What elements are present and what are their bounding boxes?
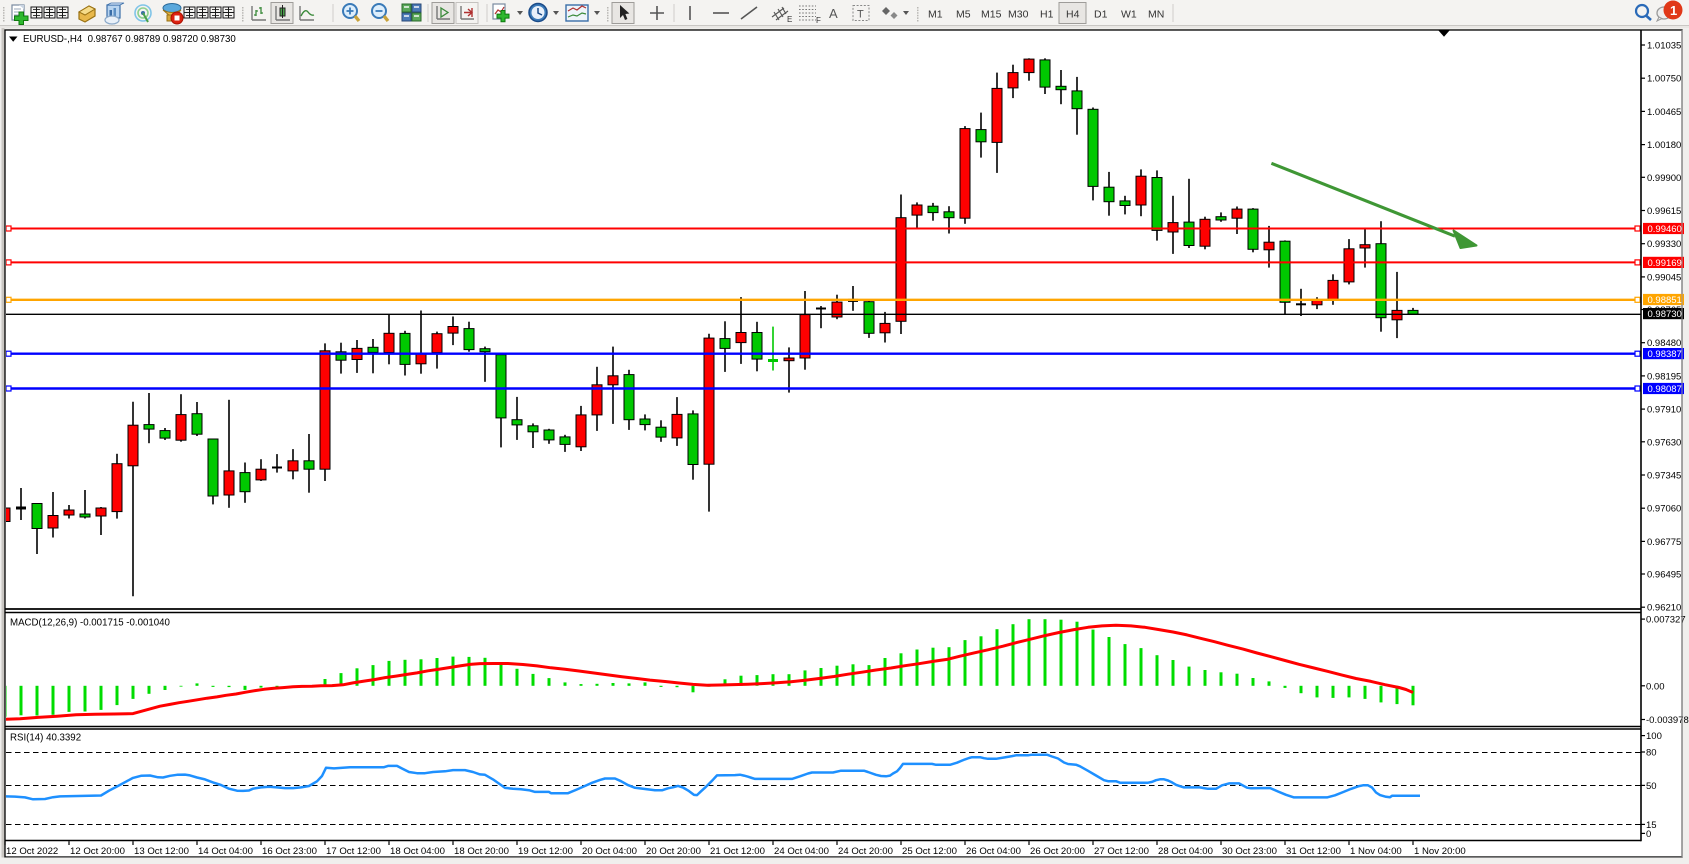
- svg-text:14 Oct 04:00: 14 Oct 04:00: [198, 846, 253, 857]
- svg-text:0.98387: 0.98387: [1648, 349, 1682, 360]
- svg-text:12 Oct 20:00: 12 Oct 20:00: [70, 846, 125, 857]
- svg-text:21 Oct 12:00: 21 Oct 12:00: [710, 846, 765, 857]
- svg-text:24 Oct 20:00: 24 Oct 20:00: [838, 846, 893, 857]
- svg-text:1.00465: 1.00465: [1647, 107, 1681, 118]
- svg-text:17 Oct 12:00: 17 Oct 12:00: [326, 846, 381, 857]
- svg-text:RSI(14) 40.3392: RSI(14) 40.3392: [10, 733, 81, 744]
- svg-text:20 Oct 04:00: 20 Oct 04:00: [582, 846, 637, 857]
- svg-text:MACD(12,26,9) -0.001715 -0.001: MACD(12,26,9) -0.001715 -0.001040: [10, 618, 171, 629]
- svg-text:1.00180: 1.00180: [1647, 140, 1681, 151]
- svg-text:25 Oct 12:00: 25 Oct 12:00: [902, 846, 957, 857]
- svg-text:0.98087: 0.98087: [1648, 384, 1682, 395]
- svg-text:0.99460: 0.99460: [1648, 224, 1682, 235]
- svg-text:0.98851: 0.98851: [1648, 295, 1682, 306]
- svg-text:19 Oct 12:00: 19 Oct 12:00: [518, 846, 573, 857]
- svg-text:M5: M5: [956, 9, 971, 21]
- svg-text:0.98730: 0.98730: [1648, 309, 1682, 320]
- svg-text:30 Oct 23:00: 30 Oct 23:00: [1222, 846, 1277, 857]
- svg-text:H4: H4: [1066, 9, 1080, 21]
- svg-text:M1: M1: [928, 9, 943, 21]
- svg-text:28 Oct 04:00: 28 Oct 04:00: [1158, 846, 1213, 857]
- svg-text:13 Oct 12:00: 13 Oct 12:00: [134, 846, 189, 857]
- svg-text:0.007327: 0.007327: [1646, 615, 1686, 626]
- svg-text:A: A: [829, 6, 838, 21]
- svg-text:0.97345: 0.97345: [1647, 471, 1681, 482]
- svg-text:18 Oct 20:00: 18 Oct 20:00: [454, 846, 509, 857]
- svg-text:15: 15: [1646, 820, 1657, 831]
- svg-text:0.98195: 0.98195: [1647, 371, 1681, 382]
- svg-text:100: 100: [1646, 731, 1662, 742]
- svg-text:0.97630: 0.97630: [1647, 437, 1681, 448]
- svg-text:EURUSD-,H4 0.98767 0.98789 0.: EURUSD-,H4 0.98767 0.98789 0.98720 0.987…: [23, 34, 236, 45]
- svg-text:0.00: 0.00: [1646, 681, 1665, 692]
- svg-text:0.99169: 0.99169: [1648, 258, 1682, 269]
- svg-text:31 Oct 12:00: 31 Oct 12:00: [1286, 846, 1341, 857]
- svg-text:-0.003978: -0.003978: [1646, 715, 1689, 726]
- svg-text:0.97910: 0.97910: [1647, 405, 1681, 416]
- svg-text:W1: W1: [1121, 9, 1137, 21]
- svg-text:26 Oct 20:00: 26 Oct 20:00: [1030, 846, 1085, 857]
- svg-text:1: 1: [1670, 3, 1677, 18]
- svg-text:18 Oct 04:00: 18 Oct 04:00: [390, 846, 445, 857]
- svg-text:F: F: [816, 16, 821, 25]
- svg-text:M30: M30: [1008, 9, 1029, 21]
- svg-text:E: E: [787, 15, 792, 24]
- svg-text:0.96775: 0.96775: [1647, 537, 1681, 548]
- svg-text:12 Oct 2022: 12 Oct 2022: [6, 846, 58, 857]
- svg-text:0.97060: 0.97060: [1647, 504, 1681, 515]
- svg-text:26 Oct 04:00: 26 Oct 04:00: [966, 846, 1021, 857]
- svg-text:1.00750: 1.00750: [1647, 74, 1681, 85]
- svg-text:27 Oct 12:00: 27 Oct 12:00: [1094, 846, 1149, 857]
- svg-text:MN: MN: [1148, 9, 1164, 21]
- svg-text:16 Oct 23:00: 16 Oct 23:00: [262, 846, 317, 857]
- svg-text:1 Nov 20:00: 1 Nov 20:00: [1414, 846, 1466, 857]
- svg-text:80: 80: [1646, 748, 1657, 759]
- svg-text:H1: H1: [1040, 9, 1054, 21]
- svg-text:0.96210: 0.96210: [1647, 603, 1681, 614]
- svg-text:0.96495: 0.96495: [1647, 570, 1681, 581]
- svg-text:0.99900: 0.99900: [1647, 173, 1681, 184]
- svg-text:0.99615: 0.99615: [1647, 206, 1681, 217]
- svg-text:20 Oct 20:00: 20 Oct 20:00: [646, 846, 701, 857]
- svg-text:M15: M15: [981, 9, 1002, 21]
- svg-text:0.98480: 0.98480: [1647, 338, 1681, 349]
- svg-text:24 Oct 04:00: 24 Oct 04:00: [774, 846, 829, 857]
- svg-text:1.01035: 1.01035: [1647, 41, 1681, 52]
- svg-text:D1: D1: [1094, 9, 1108, 21]
- svg-text:50: 50: [1646, 781, 1657, 792]
- svg-text:T: T: [857, 9, 864, 21]
- svg-text:0: 0: [1646, 829, 1651, 840]
- svg-text:0.99045: 0.99045: [1647, 272, 1681, 283]
- svg-text:1 Nov 04:00: 1 Nov 04:00: [1350, 846, 1402, 857]
- svg-text:0.99330: 0.99330: [1647, 239, 1681, 250]
